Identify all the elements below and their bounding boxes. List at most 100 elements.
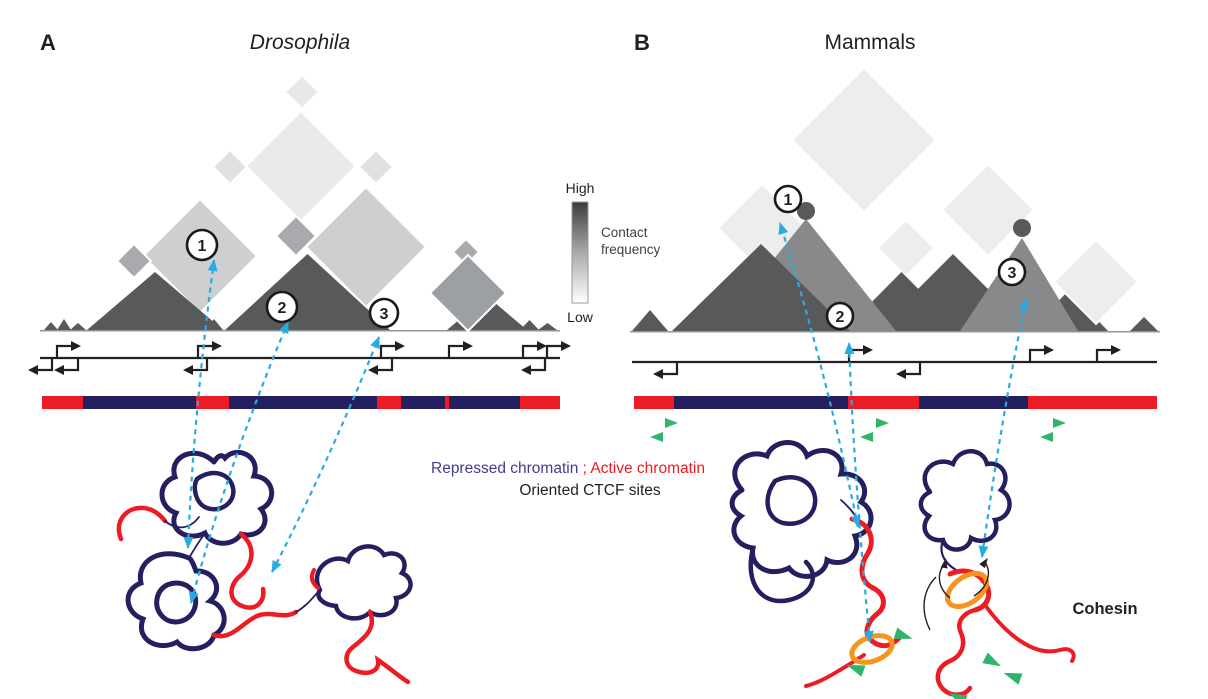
panel-a-title: Drosophila <box>250 31 350 54</box>
contact-diamond <box>1052 238 1140 326</box>
hic-map-drosophila <box>40 73 560 333</box>
tss-arrow-right <box>847 348 864 362</box>
legend-separator: ; <box>578 460 590 477</box>
tss-arrowhead-right <box>463 341 473 351</box>
tss-arrowhead-left <box>183 365 193 375</box>
chromatin-bar-segment-red <box>42 396 83 409</box>
ctcf-site-arrow-left <box>1040 432 1053 442</box>
panel-a-label: A <box>40 30 56 55</box>
polymer-strand-active <box>344 609 411 685</box>
polymer-strand-active <box>935 607 978 697</box>
tss-arrow-right <box>1095 348 1112 362</box>
tss-arrow-left <box>905 362 922 376</box>
legend-line-1: Repressed chromatin ; Active chromatin <box>431 460 705 477</box>
gene-tracks <box>28 341 1157 379</box>
circled-number-text-2: 2 <box>278 300 287 317</box>
tss-arrowhead-right <box>395 341 405 351</box>
ctcf-site-arrow-polymer <box>982 652 1001 667</box>
contact-diamond <box>357 148 395 186</box>
tss-arrowhead-right <box>212 341 222 351</box>
tss-arrow-right <box>379 344 396 358</box>
small-tad-bump <box>520 320 539 330</box>
chromatin-bar-segment-red <box>196 396 229 409</box>
chromatin-bar-segment-navy <box>449 396 520 409</box>
chromatin-legend: Repressed chromatin ; Active chromatin O… <box>431 460 705 499</box>
contact-diamond <box>244 109 358 223</box>
tss-arrowhead-right <box>1044 345 1054 355</box>
loop-anchor-dot <box>1013 219 1031 237</box>
loop-anchor-dot <box>797 202 815 220</box>
tss-arrowhead-left <box>368 365 378 375</box>
tss-arrowhead-right <box>1111 345 1121 355</box>
contact-diamond <box>428 253 508 333</box>
extrusion-arrowhead <box>940 558 948 569</box>
colorbar-title-line1: Contact <box>601 225 648 240</box>
tss-arrow-left <box>192 358 209 372</box>
contact-dashed-arrow <box>271 336 381 573</box>
contact-diamond <box>790 66 938 214</box>
chromatin-bar-segment-red <box>520 396 560 409</box>
polymer-strand-repressed <box>159 449 275 546</box>
tss-arrow-right <box>447 344 464 358</box>
polymer-strand-repressed <box>918 449 1012 552</box>
polymer-strand-repressed <box>748 545 816 604</box>
legend-ctcf-label: Oriented CTCF sites <box>519 482 661 499</box>
chromatin-bar-segment-red <box>377 396 401 409</box>
small-tad-bump <box>44 322 58 330</box>
extrusion-arrowhead <box>979 557 988 569</box>
small-tad-bump <box>1130 317 1158 331</box>
polymer-strand-repressed <box>940 538 958 572</box>
contact-dashed-arrow <box>978 298 1029 558</box>
colorbar: High Low Contact frequency <box>566 180 661 325</box>
tss-arrowhead-right <box>561 341 571 351</box>
polymer-strand-repressed <box>125 551 227 652</box>
chromatin-bar-segment-red <box>445 396 449 409</box>
ctcf-site-arrow-right <box>665 418 678 428</box>
tss-arrow-left <box>530 358 547 372</box>
polymer-strand-active <box>229 531 266 610</box>
tss-arrow-left <box>63 358 80 372</box>
small-tad-bump <box>632 310 668 331</box>
tss-arrowhead-right <box>71 341 81 351</box>
colorbar-high-label: High <box>566 180 595 196</box>
circled-number-3 <box>997 257 1027 287</box>
chromatin-state-bars <box>42 396 1157 442</box>
small-tad-bump <box>538 323 557 330</box>
polymer-strand-repressed <box>154 580 199 625</box>
polymer-strand-active <box>869 634 903 649</box>
contact-diamond <box>274 214 318 258</box>
polymer-strand-repressed <box>164 516 200 529</box>
ctcf-site-arrow-polymer <box>948 693 968 699</box>
tss-arrow-left <box>377 358 394 372</box>
colorbar-title-line2: frequency <box>601 242 661 257</box>
polymer-strand-active <box>116 505 168 542</box>
small-tad-bump <box>70 323 86 330</box>
polymer-strand-repressed <box>192 470 236 512</box>
polymer-strand-repressed <box>765 475 818 527</box>
polymer-strand-repressed <box>314 544 413 621</box>
tss-arrowhead-left <box>521 365 531 375</box>
polymer-strand-active <box>211 609 299 639</box>
chromatin-bar-segment-navy <box>401 396 445 409</box>
contact-diamond <box>283 73 321 111</box>
cohesin-label: Cohesin <box>1072 600 1137 618</box>
contact-dashed-arrow <box>844 342 874 643</box>
tss-arrow-right <box>55 344 72 358</box>
circled-number-text-1: 1 <box>198 238 207 255</box>
colorbar-gradient <box>571 201 589 304</box>
tss-arrowhead-left <box>896 369 906 379</box>
ctcf-site-arrow-polymer <box>893 627 913 639</box>
cohesin-ring <box>849 633 895 665</box>
chromatin-bar-segment-navy <box>83 396 196 409</box>
tss-arrow-right <box>196 344 213 358</box>
circled-number-text-2: 2 <box>836 309 845 326</box>
contact-diamond <box>940 162 1036 258</box>
contact-diamond <box>211 148 249 186</box>
tss-arrowhead-right <box>863 345 873 355</box>
legend-active-label: Active chromatin <box>590 460 705 477</box>
ctcf-site-arrow-polymer <box>846 664 866 677</box>
tss-arrowhead-left <box>54 365 64 375</box>
contact-dashed-arrow <box>188 321 290 604</box>
